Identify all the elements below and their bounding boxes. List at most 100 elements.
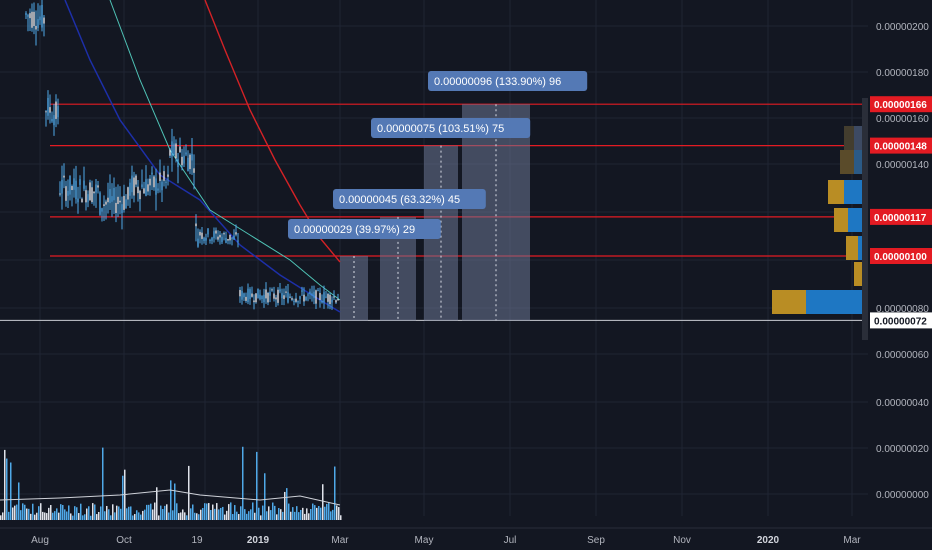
volume-bar [256,451,258,520]
volume-bar [46,513,48,520]
candle-body [295,298,297,302]
volume-bar [170,480,172,520]
candle-body [145,179,147,196]
candle-body [41,5,43,28]
volume-bar [158,515,160,520]
candle-body [261,295,263,300]
price-axis-tick: 0.00000200 [876,22,929,33]
current-price-tag[interactable] [870,312,932,329]
volume-bar [196,513,198,520]
volume-bar [108,509,110,520]
candle-body [251,293,253,297]
candle-body [299,296,301,299]
volume-bar [14,505,16,520]
candle-body [241,291,243,300]
volume-bar [320,507,322,520]
candle-body [265,289,267,299]
volume-bar [4,449,6,520]
volume-bar [92,503,94,520]
volume-bar [86,508,88,520]
candle-body [135,175,137,185]
candle-body [267,292,269,303]
volume-bar [24,504,26,520]
volume-bar [198,514,200,520]
volume-bar [248,511,250,520]
candle-body [253,300,255,303]
candle-body [293,300,295,302]
candle-body [107,197,109,203]
price-axis-tick: 0.00000020 [876,444,929,455]
volume-bar [220,507,222,520]
volume-bar [272,502,274,520]
volume-bar [204,503,206,520]
volume-bar [152,509,154,520]
candle-body [143,188,145,194]
candle-body [257,288,259,299]
volume-profile-row-gold [846,236,858,260]
volume-bar [154,502,156,520]
volume-bar [182,509,184,520]
volume-profile-row-gold [840,150,854,174]
level-price-tag-label: 0.00000166 [874,100,927,111]
volume-bar [70,513,72,520]
candle-body [119,200,121,203]
volume-bar [222,506,224,520]
volume-bar [228,504,230,520]
volume-bar [218,509,220,520]
candle-body [245,296,247,301]
candle-body [39,16,41,21]
volume-bar [216,503,218,520]
measure-callout-label: 0.00000075 (103.51%) 75 [377,123,504,135]
volume-bar [264,473,266,520]
volume-profile [772,98,868,340]
price-axis-tick: 0.00000080 [876,304,929,315]
candle-body [49,107,51,113]
level-price-tag[interactable] [870,248,932,264]
candle-body [289,296,291,298]
measure-box[interactable] [340,256,368,321]
candle-body [35,25,37,30]
volume-bar [274,505,276,520]
candle-body [269,292,271,296]
volume-bar [44,512,46,520]
level-price-tag[interactable] [870,208,932,225]
level-price-tag[interactable] [870,96,932,113]
volume-bar [234,505,236,520]
candle-body [139,190,141,200]
volume-bar [144,509,146,520]
time-axis-tick: Mar [331,535,349,546]
candle-body [43,17,45,24]
price-axis-tick: 0.00000040 [876,398,929,409]
candle-body [131,175,133,193]
candle-body [199,231,201,236]
volume-bar [134,514,136,520]
price-axis-tick: 0.00000180 [876,68,929,79]
volume-bar [340,515,342,520]
volume-bar [250,509,252,520]
measure-callout-label: 0.00000029 (39.97%) 29 [294,224,415,236]
volume-bar [176,503,178,520]
volume-bar [132,515,134,520]
candle-body [303,294,305,302]
candle-body [133,177,135,196]
volume-bar [56,508,58,520]
volume-bar [80,503,82,520]
candle-body [101,208,103,212]
candle-body [161,181,163,191]
volume-bar [102,447,104,520]
volume-bar [280,509,282,520]
time-axis-tick: Aug [31,535,49,546]
volume-bar [318,506,320,520]
price-axis-tick: 0.00000060 [876,350,929,361]
time-axis: Aug Oct 19 2019 Mar May Jul Sep Nov 2020 Mar [0,527,932,546]
candle-body [99,192,101,215]
time-axis-tick: 19 [191,535,203,546]
candle-body [235,232,237,235]
volume-bar [212,504,214,520]
volume-bar [286,488,288,520]
level-price-tag[interactable] [870,137,932,154]
volume-bar [48,507,50,520]
volume-bar [26,508,28,520]
